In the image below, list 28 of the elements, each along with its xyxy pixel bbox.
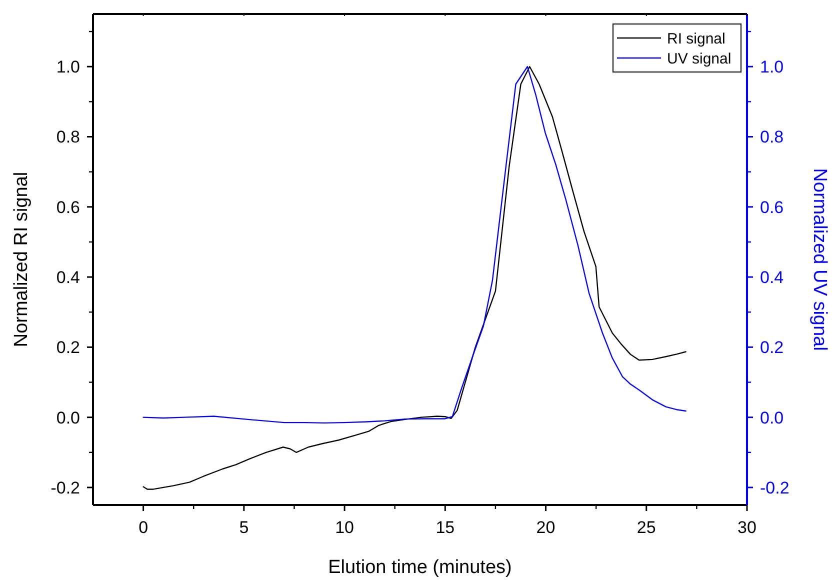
legend-label: UV signal (667, 50, 732, 68)
y2-tick-label: 0.6 (760, 198, 784, 217)
y-tick-label: -0.2 (50, 478, 80, 498)
y2-tick-label: 0.2 (760, 338, 784, 358)
y2-tick-label: 0.0 (760, 408, 784, 428)
x-tick-label: 30 (738, 518, 756, 537)
line-series (142, 66, 686, 490)
y-tick-label: 0.8 (56, 128, 80, 147)
x-tick-label: 0 (138, 518, 148, 537)
y2-tick-label: 0.8 (760, 128, 784, 147)
y2-axis-title: Normalized UV signal (809, 168, 830, 351)
x-tick-label: 20 (536, 518, 556, 537)
y-tick-label: 0.2 (56, 338, 80, 358)
x-tick-label: 5 (239, 518, 249, 537)
y-tick-label: 0.4 (56, 268, 80, 287)
x-tick-label: 25 (636, 518, 656, 537)
x-axis-title: Elution time (minutes) (328, 557, 512, 578)
y-axis-title: Normalized RI signal (11, 172, 32, 348)
x-tick-label: 15 (436, 518, 455, 537)
y-tick-label: 1.0 (56, 58, 80, 77)
x-tick-label: 10 (335, 518, 354, 537)
line-series (142, 66, 686, 424)
y2-tick-label: 1.0 (760, 58, 784, 77)
legend-label: RI signal (667, 30, 726, 48)
y-tick-label: 0.6 (56, 198, 80, 217)
y2-tick-label: 0.4 (760, 268, 784, 287)
y2-tick-label: -0.2 (760, 478, 790, 498)
y-tick-label: 0.0 (56, 408, 80, 428)
